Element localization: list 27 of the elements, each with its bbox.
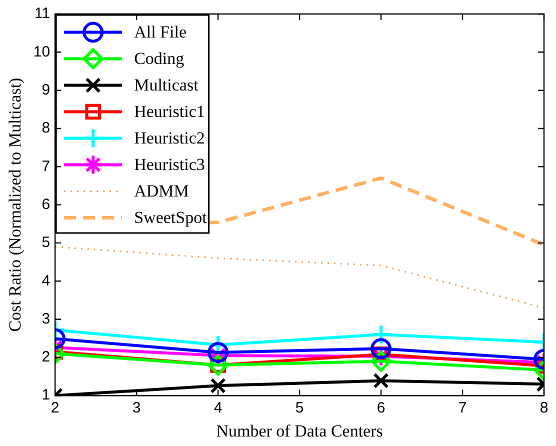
y-tick-label: 10 <box>33 43 50 60</box>
legend-label: Heuristic3 <box>134 155 205 174</box>
legend-label: All File <box>134 22 187 42</box>
x-tick-label: 7 <box>458 400 467 417</box>
y-axis-title: Cost Ratio (Normalized to Multicast) <box>6 78 25 332</box>
y-tick-label: 8 <box>42 120 50 137</box>
y-tick-label: 1 <box>42 386 50 404</box>
x-tick-label: 5 <box>295 400 304 417</box>
legend-label: ADMM <box>134 182 189 201</box>
x-tick-label: 6 <box>376 400 386 417</box>
y-tick-label: 7 <box>42 158 50 175</box>
legend-label: Heuristic2 <box>134 128 205 148</box>
legend-label: Multicast <box>134 76 199 95</box>
y-tick-label: 5 <box>42 234 50 252</box>
y-tick-label: 2 <box>42 348 50 366</box>
legend-label: SweetSpot <box>134 208 208 228</box>
y-tick-label: 6 <box>42 196 50 213</box>
legend-label: Coding <box>134 49 185 68</box>
y-tick-label: 3 <box>42 310 50 328</box>
legend-label: Heuristic1 <box>134 102 205 122</box>
x-tick-label: 3 <box>132 400 141 417</box>
y-tick-label: 11 <box>34 5 50 22</box>
x-axis-title: Number of Data Centers <box>216 421 383 440</box>
y-tick-label: 4 <box>42 272 50 290</box>
y-tick-label: 9 <box>42 81 50 98</box>
x-tick-label: 4 <box>214 400 222 417</box>
x-tick-label: 8 <box>540 400 548 417</box>
